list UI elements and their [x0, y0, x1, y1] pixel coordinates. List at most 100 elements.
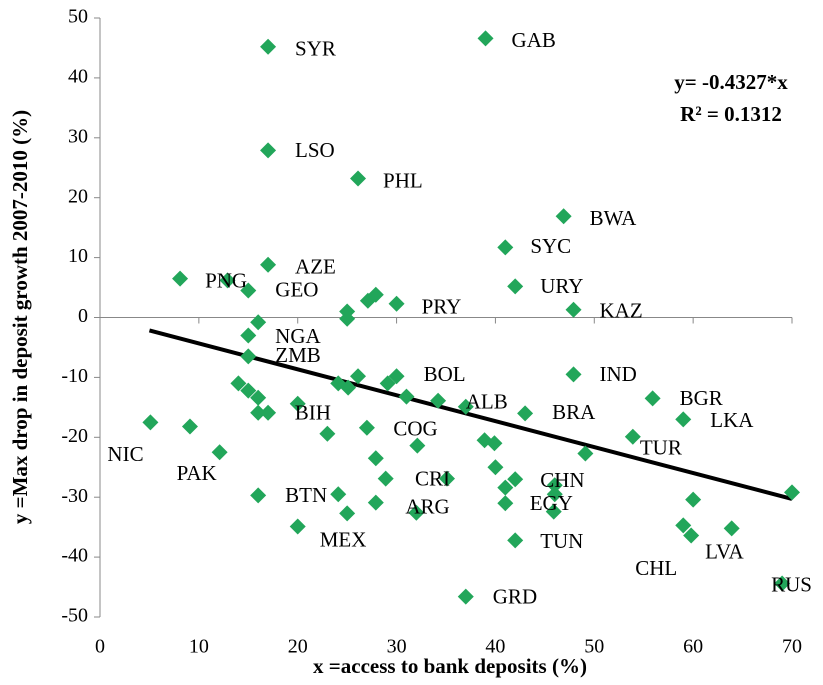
point — [358, 419, 375, 436]
point — [545, 503, 562, 520]
point-label: BRA — [552, 400, 596, 424]
point-label: LSO — [295, 138, 335, 162]
y-tick-label: 0 — [78, 305, 88, 327]
point-label: LKA — [710, 408, 754, 432]
x-tick-label: 10 — [189, 636, 209, 658]
point — [398, 388, 415, 405]
point — [784, 484, 800, 501]
x-tick-label: 50 — [584, 636, 604, 658]
y-tick-label: -30 — [61, 485, 88, 507]
point — [350, 170, 367, 187]
point — [517, 405, 534, 422]
x-tick-label: 40 — [485, 636, 505, 658]
point — [565, 366, 582, 383]
point-label: ZMB — [275, 343, 321, 367]
point — [240, 327, 257, 344]
x-tick-label: 70 — [782, 636, 802, 658]
point-label: AZE — [295, 255, 336, 279]
point — [683, 527, 700, 544]
x-axis-title: x =access to bank deposits (%) — [313, 654, 587, 678]
point — [644, 390, 661, 407]
point — [289, 395, 306, 412]
point — [367, 450, 384, 467]
point-label: BIH — [295, 401, 331, 425]
point — [507, 471, 524, 488]
point-label: PAK — [177, 461, 217, 485]
point — [507, 278, 524, 295]
x-tick-label: 30 — [387, 636, 407, 658]
point — [507, 532, 524, 549]
point-label: BOL — [424, 362, 466, 386]
point-label: PNG — [205, 268, 247, 292]
y-tick-label: -40 — [61, 545, 88, 567]
point — [181, 418, 198, 435]
point — [430, 392, 447, 409]
point-label: URY — [540, 274, 583, 298]
point — [367, 494, 384, 511]
point — [240, 348, 257, 365]
point-label: SYC — [530, 234, 571, 258]
point — [675, 517, 692, 534]
point — [142, 414, 159, 431]
trendline — [148, 328, 793, 501]
point — [211, 444, 228, 461]
y-tick-label: -10 — [61, 365, 88, 387]
point-label: LVA — [705, 539, 744, 563]
point-label: BWA — [590, 206, 638, 230]
point — [250, 404, 267, 421]
point-label: NGA — [275, 324, 321, 348]
point — [546, 477, 563, 494]
y-tick-label: -50 — [61, 605, 88, 627]
x-tick-label: 20 — [288, 636, 308, 658]
point-label: NIC — [107, 442, 143, 466]
point-label: RUS — [771, 572, 812, 596]
point — [367, 286, 384, 303]
point — [339, 505, 356, 522]
point-label: GEO — [275, 277, 318, 301]
point — [289, 518, 306, 535]
point — [565, 301, 582, 318]
point — [486, 435, 503, 452]
point — [260, 404, 277, 421]
y-tick-label: 40 — [68, 65, 88, 87]
point-label: CHN — [540, 468, 584, 492]
point — [487, 459, 504, 476]
point — [577, 445, 594, 462]
point — [438, 470, 455, 487]
point — [219, 272, 236, 289]
point — [546, 486, 563, 503]
point-label: BTN — [285, 483, 327, 507]
y-tick-label: -20 — [61, 425, 88, 447]
point — [675, 411, 692, 428]
point-label: IND — [600, 362, 637, 386]
point — [230, 375, 247, 392]
r-squared: R² = 0.1312 — [680, 102, 782, 126]
point-label: COG — [393, 416, 437, 440]
y-tick-label: 50 — [68, 6, 88, 28]
y-axis-title: y =Max drop in deposit growth 2007-2010 … — [8, 110, 32, 524]
point — [240, 382, 257, 399]
point — [377, 470, 394, 487]
point-label: CHL — [635, 556, 677, 580]
point — [723, 520, 740, 537]
point — [250, 314, 267, 331]
point — [260, 38, 277, 55]
point — [339, 310, 356, 327]
point — [250, 389, 267, 406]
point — [497, 495, 514, 512]
point — [477, 30, 494, 47]
point — [340, 379, 357, 396]
x-tick-label: 60 — [683, 636, 703, 658]
point-label: CRI — [415, 466, 450, 490]
point — [330, 486, 347, 503]
point-label: GAB — [512, 28, 556, 52]
point — [555, 208, 572, 225]
point — [497, 239, 514, 256]
point — [685, 491, 702, 508]
point-label: TUR — [640, 436, 682, 460]
point — [319, 425, 336, 442]
point — [172, 270, 189, 287]
point — [260, 142, 277, 159]
point — [388, 295, 405, 312]
